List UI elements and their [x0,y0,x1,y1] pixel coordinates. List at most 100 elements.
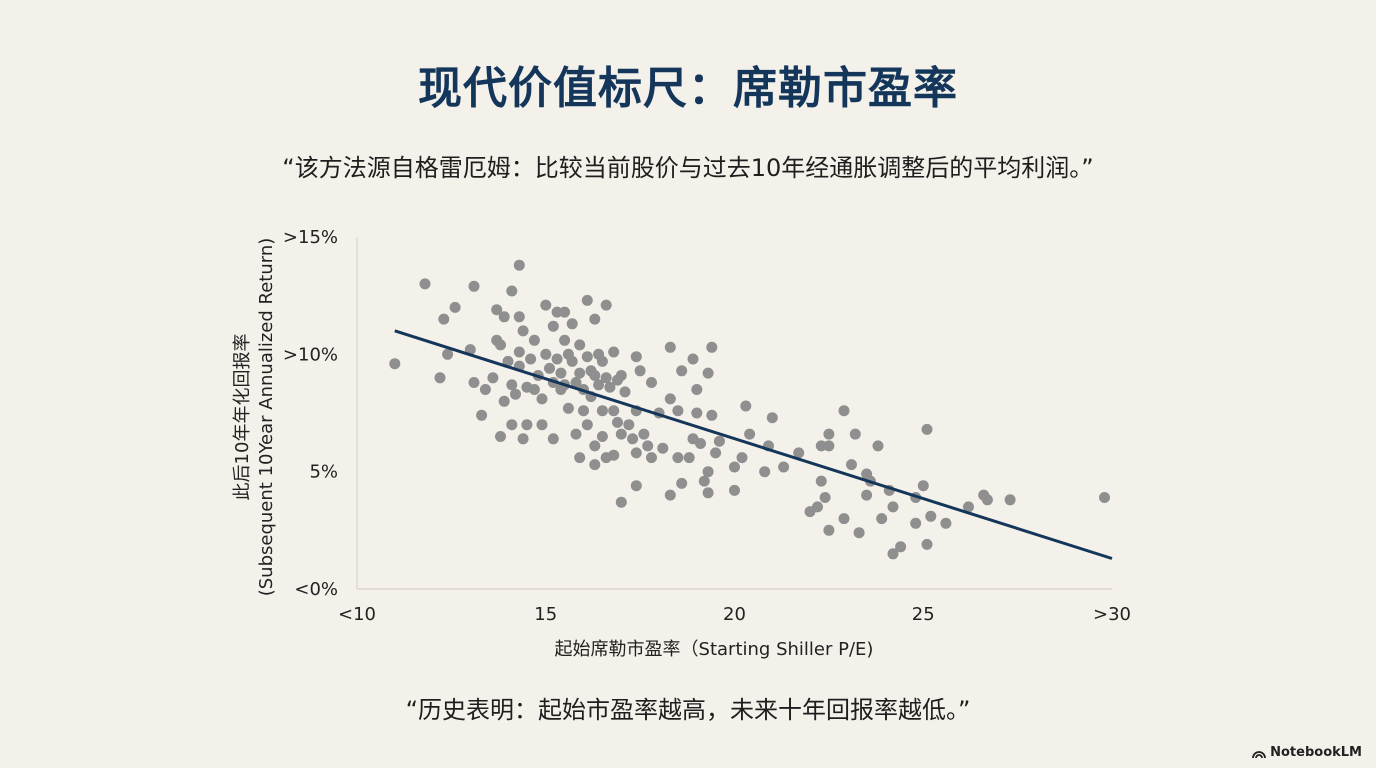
data-point [559,306,571,318]
data-point [528,384,540,395]
data-point [895,541,907,553]
data-point [506,285,518,297]
data-point [581,294,593,306]
chart-axes [356,237,1112,590]
data-point [823,524,835,536]
data-point [642,440,654,452]
data-point [562,402,574,414]
data-point [676,477,688,489]
brand-logo: NotebookLM [1252,745,1362,760]
data-point [963,501,974,513]
data-point [566,318,578,330]
data-point [479,384,491,395]
data-point [540,299,552,311]
data-point [664,341,676,353]
data-point [695,438,706,449]
data-point [1004,494,1016,506]
data-point [517,325,529,337]
data-point [702,487,714,499]
data-point [491,304,503,316]
data-point [547,320,559,332]
x-tick-label: 20 [723,604,746,625]
data-point [513,346,525,358]
data-point [615,496,627,508]
data-point [793,447,805,459]
data-point [819,492,831,503]
data-point [566,355,578,367]
data-point [559,334,571,346]
data-point [664,393,676,405]
data-point [630,480,642,492]
data-point [596,355,608,367]
data-point [536,393,548,405]
data-point [495,431,506,442]
data-point [521,419,533,431]
data-point [468,377,480,388]
data-point [823,440,835,452]
data-point [604,381,616,393]
data-point [729,461,740,473]
data-point [570,428,582,440]
data-point [551,353,563,365]
y-tick-label: >10% [283,344,338,365]
y-axis-label-line2: (Subsequent 10Year Annualized Return) [256,238,277,597]
data-point [615,428,627,440]
data-point [468,280,480,292]
data-point [528,334,540,346]
data-point [887,548,899,560]
y-axis-label-group: 此后10年年化回报率 (Subsequent 10Year Annualized… [232,238,277,597]
data-point [812,501,823,513]
data-point [921,423,933,435]
data-point [778,461,790,473]
data-point [555,367,567,379]
data-point [615,370,627,381]
data-point [672,452,684,464]
data-point [740,400,752,412]
trendline-group [394,329,1113,560]
data-point [917,480,929,492]
data-point [702,466,714,478]
x-tick-label: 15 [534,604,557,625]
data-point [736,452,748,464]
data-point [495,339,506,351]
data-point [581,419,593,431]
x-tick-label: 25 [912,604,935,625]
data-point [589,459,601,471]
data-point [608,405,620,417]
data-point [574,452,586,464]
notebooklm-icon [1252,750,1267,758]
data-point [600,372,612,384]
data-point [498,395,510,407]
data-point [596,405,608,417]
y-tick-label: <0% [294,579,338,600]
y-tick-label: 5% [309,462,338,483]
data-point [676,365,688,377]
data-point [766,412,778,424]
data-point [502,355,514,367]
data-point [589,370,601,381]
data-point [876,513,888,525]
data-point [513,311,525,323]
data-point [853,527,865,539]
data-point [513,259,525,271]
data-point [540,348,552,360]
data-point [861,489,873,501]
data-point [510,388,521,400]
data-point [608,346,620,358]
data-point [710,447,722,459]
data-point [729,484,740,496]
data-point [574,367,586,379]
data-point [581,351,593,363]
x-tick-label: <10 [338,604,376,625]
data-point [630,351,642,363]
data-point [593,379,605,391]
data-point [921,538,933,550]
data-point [547,433,559,445]
data-point [683,452,695,464]
data-point [619,386,631,398]
data-point [706,341,718,353]
data-point [419,278,431,290]
data-point [630,447,642,459]
data-point [589,440,601,452]
data-point [578,405,589,417]
